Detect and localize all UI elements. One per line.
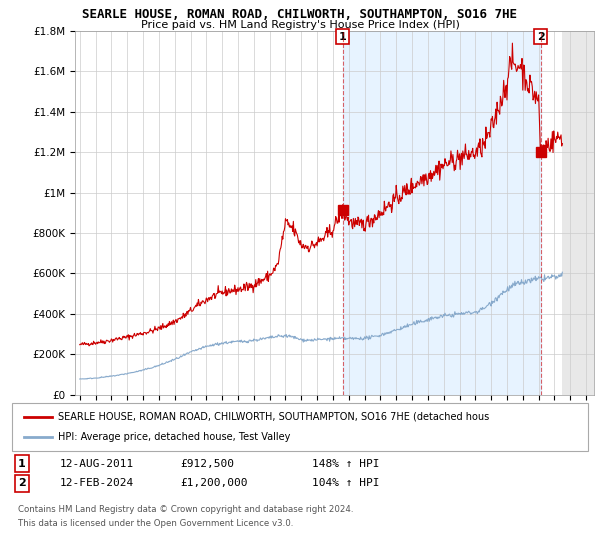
Bar bbox=[343, 31, 541, 395]
Text: 1: 1 bbox=[339, 31, 347, 41]
Text: 148% ↑ HPI: 148% ↑ HPI bbox=[312, 459, 380, 469]
Text: 2: 2 bbox=[536, 31, 544, 41]
Text: £912,500: £912,500 bbox=[180, 459, 234, 469]
Text: 12-AUG-2011: 12-AUG-2011 bbox=[60, 459, 134, 469]
Text: 12-FEB-2024: 12-FEB-2024 bbox=[60, 478, 134, 488]
Text: 1: 1 bbox=[18, 459, 26, 469]
Text: SEARLE HOUSE, ROMAN ROAD, CHILWORTH, SOUTHAMPTON, SO16 7HE (detached hous: SEARLE HOUSE, ROMAN ROAD, CHILWORTH, SOU… bbox=[58, 412, 490, 422]
Text: 2: 2 bbox=[18, 478, 26, 488]
Text: £1,200,000: £1,200,000 bbox=[180, 478, 248, 488]
Text: HPI: Average price, detached house, Test Valley: HPI: Average price, detached house, Test… bbox=[58, 432, 290, 442]
Text: SEARLE HOUSE, ROMAN ROAD, CHILWORTH, SOUTHAMPTON, SO16 7HE: SEARLE HOUSE, ROMAN ROAD, CHILWORTH, SOU… bbox=[83, 8, 517, 21]
Text: Price paid vs. HM Land Registry's House Price Index (HPI): Price paid vs. HM Land Registry's House … bbox=[140, 20, 460, 30]
Text: This data is licensed under the Open Government Licence v3.0.: This data is licensed under the Open Gov… bbox=[18, 519, 293, 528]
Text: Contains HM Land Registry data © Crown copyright and database right 2024.: Contains HM Land Registry data © Crown c… bbox=[18, 505, 353, 514]
Bar bbox=[562, 31, 594, 395]
FancyBboxPatch shape bbox=[12, 403, 588, 451]
Text: 104% ↑ HPI: 104% ↑ HPI bbox=[312, 478, 380, 488]
